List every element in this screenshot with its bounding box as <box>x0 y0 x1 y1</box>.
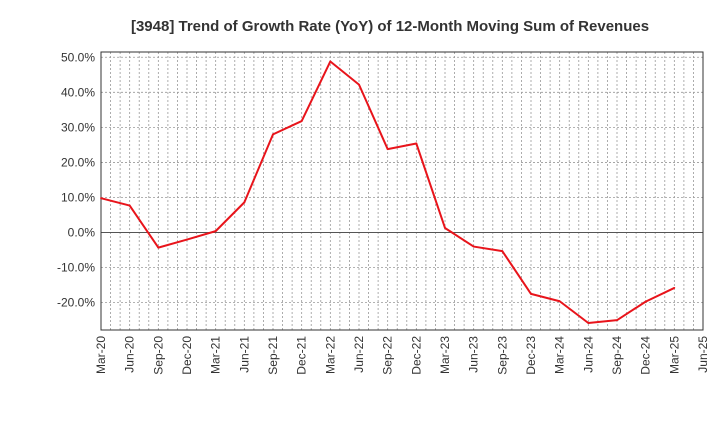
x-tick-label: Sep-22 <box>381 336 395 375</box>
x-tick-label: Dec-24 <box>639 336 653 375</box>
data-point <box>386 148 389 151</box>
y-tick-label: 50.0% <box>61 50 95 64</box>
x-tick-label: Jun-20 <box>123 336 137 373</box>
x-tick-label: Sep-24 <box>610 336 624 375</box>
grid-lines <box>101 52 703 330</box>
data-point <box>157 246 160 249</box>
data-point <box>616 319 618 322</box>
data-point <box>415 142 418 145</box>
x-tick-label: Mar-24 <box>553 336 567 374</box>
y-tick-label: -10.0% <box>57 261 95 275</box>
data-point <box>128 204 131 207</box>
y-tick-label: 20.0% <box>61 155 95 169</box>
x-tick-label: Jun-23 <box>467 336 481 373</box>
data-point <box>100 197 102 200</box>
data-point <box>587 322 590 324</box>
x-tick-label: Sep-20 <box>151 336 165 375</box>
x-tick-label: Mar-22 <box>323 336 337 374</box>
x-tick-label: Jun-25 <box>696 336 710 373</box>
x-tick-label: Dec-20 <box>180 336 194 375</box>
y-tick-label: 30.0% <box>61 120 95 134</box>
data-point <box>329 60 332 63</box>
x-tick-label: Sep-21 <box>266 336 280 375</box>
series-layer <box>100 60 676 324</box>
x-tick-label: Jun-24 <box>581 336 595 373</box>
data-point <box>214 230 217 233</box>
data-point <box>558 300 561 303</box>
data-point <box>444 227 446 229</box>
data-point <box>644 300 647 303</box>
x-tick-label: Mar-21 <box>209 336 223 374</box>
data-point <box>300 120 303 122</box>
x-tick-label: Dec-22 <box>409 336 423 375</box>
x-tick-label: Mar-20 <box>94 336 108 374</box>
data-point <box>186 238 188 241</box>
data-point <box>358 83 360 86</box>
data-point <box>501 250 504 253</box>
x-tick-label: Sep-23 <box>495 336 509 375</box>
x-tick-label: Jun-21 <box>237 336 251 373</box>
x-tick-label: Jun-22 <box>352 336 366 373</box>
x-tick-label: Dec-23 <box>524 336 538 375</box>
data-point <box>243 201 246 204</box>
x-axis-ticks: Mar-20 Jun-20 Sep-20 Dec-20 Mar-21 Jun-21 Sep-… <box>94 336 710 375</box>
chart-title: [3948] Trend of Growth Rate (YoY) of 12-… <box>131 18 649 35</box>
y-tick-label: -20.0% <box>57 296 95 310</box>
plot-area <box>101 52 703 330</box>
y-tick-label: 0.0% <box>68 226 96 240</box>
plot-frame <box>100 51 704 331</box>
x-tick-label: Dec-21 <box>295 336 309 375</box>
x-tick-label: Mar-23 <box>438 336 452 374</box>
y-tick-label: 10.0% <box>61 190 95 204</box>
y-tick-label: 40.0% <box>61 85 95 99</box>
data-point <box>472 245 475 248</box>
x-tick-label: Mar-25 <box>667 336 681 374</box>
data-point <box>272 133 274 136</box>
data-point <box>673 287 676 289</box>
y-axis-ticks: 50.0% 40.0% 30.0% 20.0% 10.0% 0.0% -10.0% -20.0… <box>57 50 95 309</box>
data-point <box>530 292 532 295</box>
